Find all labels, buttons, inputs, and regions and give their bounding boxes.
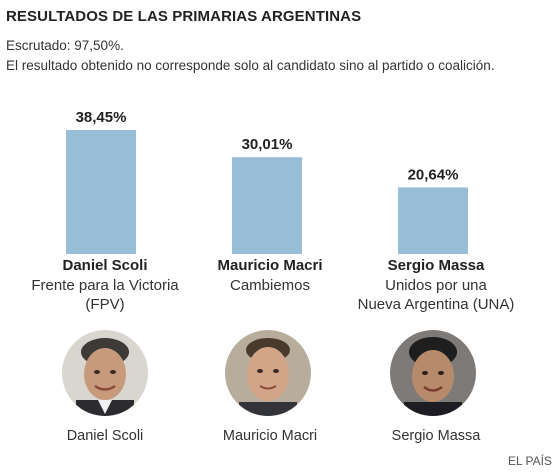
chart-title: RESULTADOS DE LAS PRIMARIAS ARGENTINAS [6, 8, 362, 25]
party-label-scoli: Frente para la Victoria (FPV) [0, 276, 215, 314]
party-label-massa: Unidos por una Nueva Argentina (UNA) [326, 276, 546, 314]
value-label-3: 20,64% [408, 166, 459, 183]
portrait-macri [225, 330, 311, 416]
caption-massa: Sergio Massa [391, 428, 481, 444]
value-label-1: 38,45% [76, 109, 127, 126]
candidate-name-macri: Mauricio Macri [217, 257, 323, 274]
source-label: EL PAÍS [507, 454, 552, 468]
party-line: Unidos por una [385, 277, 487, 294]
party-line: Nueva Argentina (UNA) [357, 296, 515, 313]
party-label-macri: Cambiemos [160, 276, 380, 295]
party-line: (FPV) [85, 296, 125, 313]
result-note: El resultado obtenido no corresponde sol… [6, 58, 495, 73]
party-line: Cambiemos [229, 277, 311, 294]
party-line: Frente para la Victoria [31, 277, 179, 294]
bar-chart: 38,45% 30,01% 20,64% [66, 109, 468, 254]
scrutiny-note: Escrutado: 97,50%. [6, 38, 124, 53]
caption-scoli: Daniel Scoli [66, 428, 144, 444]
value-label-2: 30,01% [242, 136, 293, 153]
candidate-name-scoli: Daniel Scoli [62, 257, 148, 274]
bar-2 [232, 157, 302, 254]
bar-3 [398, 187, 468, 254]
caption-macri: Mauricio Macri [222, 428, 318, 444]
candidate-name-massa: Sergio Massa [387, 257, 485, 274]
portrait-massa [390, 330, 476, 416]
portrait-scoli [62, 330, 148, 416]
bar-1 [66, 130, 136, 254]
